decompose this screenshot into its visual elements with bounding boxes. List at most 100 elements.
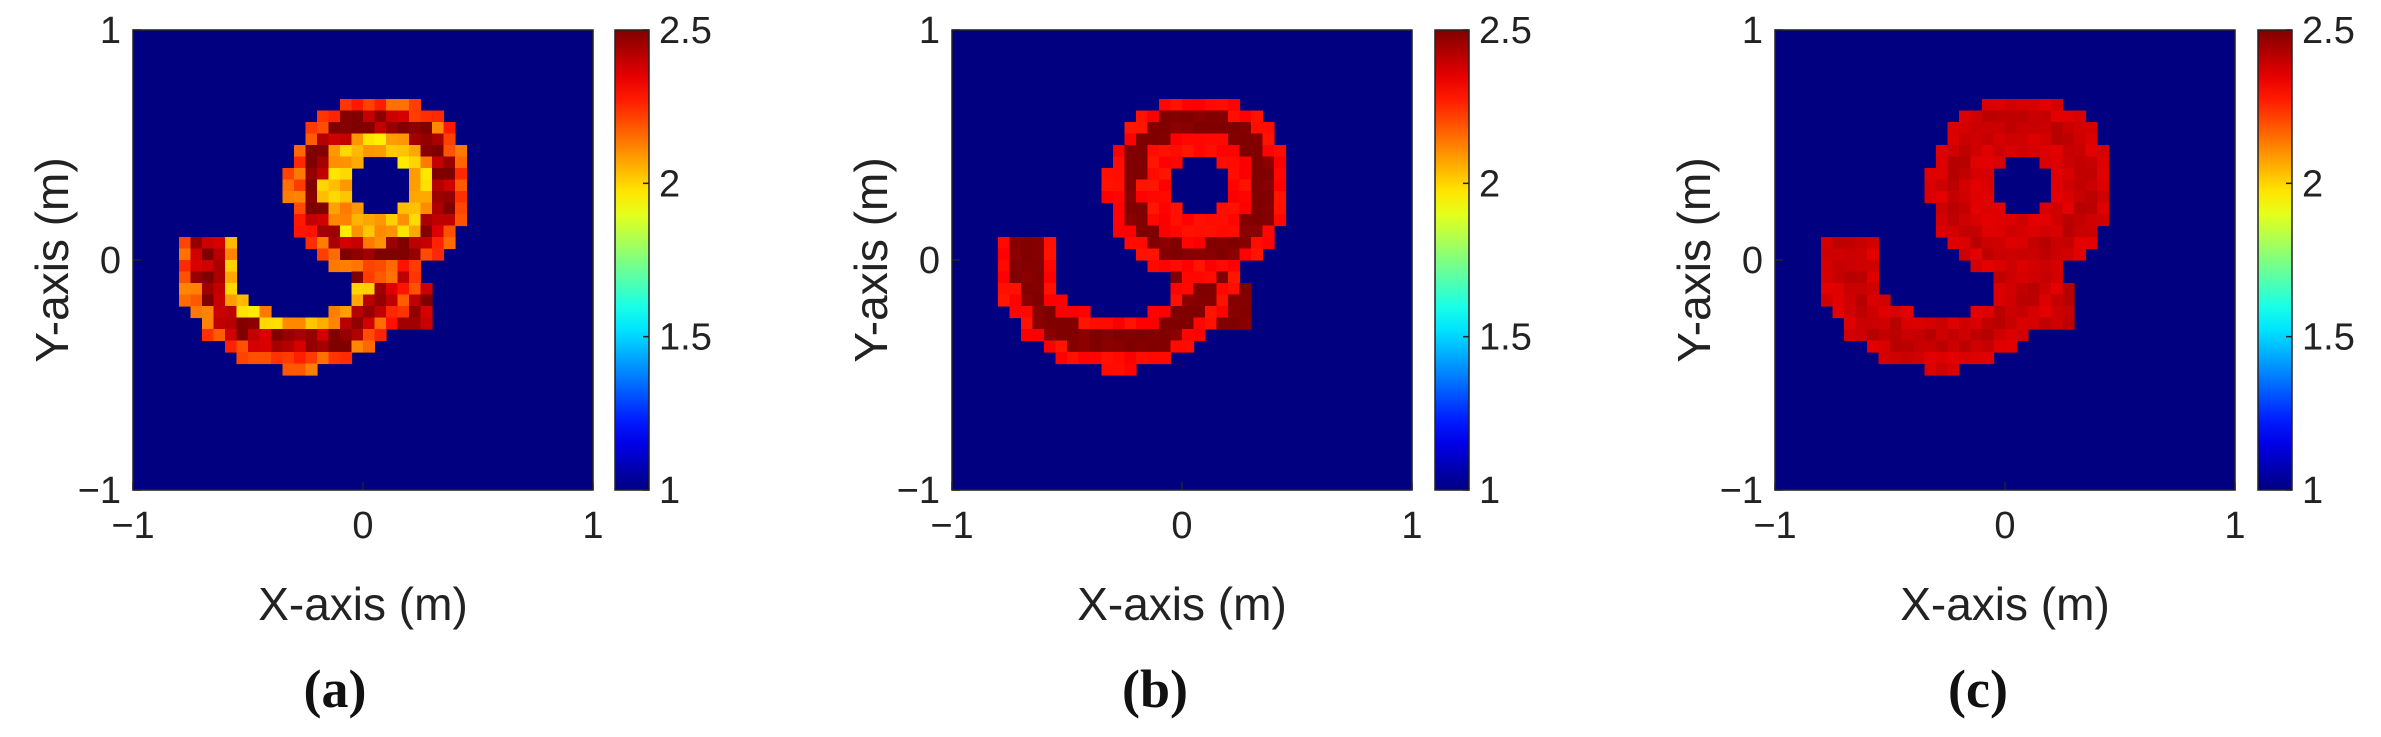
heatmap-cell xyxy=(294,329,307,342)
heatmap-cell xyxy=(386,99,399,112)
heatmap-cell xyxy=(1147,179,1160,192)
heatmap-cell xyxy=(1136,145,1149,158)
heatmap-cell xyxy=(374,317,387,330)
heatmap-cell xyxy=(294,340,307,353)
heatmap-cell xyxy=(1947,329,1960,342)
heatmap-cell xyxy=(1205,214,1218,227)
heatmap-cell xyxy=(386,260,399,273)
heatmap-cell xyxy=(213,283,226,296)
heatmap-cell xyxy=(1936,168,1949,181)
heatmap-cell xyxy=(1878,317,1891,330)
heatmap-cell xyxy=(1032,329,1045,342)
heatmap-cell xyxy=(1147,248,1160,261)
heatmap-cell xyxy=(1182,145,1195,158)
heatmap-cell xyxy=(202,306,215,319)
colorbar-tick-label: 1 xyxy=(2302,470,2323,512)
heatmap-cell xyxy=(1136,214,1149,227)
heatmap-cell xyxy=(2028,294,2041,307)
heatmap-cell xyxy=(1239,306,1252,319)
heatmap-cell xyxy=(1947,168,1960,181)
heatmap-cell xyxy=(409,110,422,123)
heatmap-cell xyxy=(420,214,433,227)
heatmap-cell xyxy=(1193,225,1206,238)
heatmap-cell xyxy=(1982,260,1995,273)
heatmap-cell xyxy=(1982,306,1995,319)
heatmap-cell xyxy=(409,248,422,261)
heatmap-cell xyxy=(1216,306,1229,319)
heatmap-cell xyxy=(1136,317,1149,330)
heatmap-cell xyxy=(1274,202,1287,215)
colorbar-tick-label: 2.5 xyxy=(2302,10,2355,52)
heatmap-cell xyxy=(1124,191,1137,204)
y-axis-label: Y-axis (m) xyxy=(1668,157,1720,362)
heatmap-cell xyxy=(1216,156,1229,169)
heatmap-cell xyxy=(328,329,341,342)
heatmap-cell xyxy=(409,225,422,238)
heatmap-cell xyxy=(374,283,387,296)
heatmap-cell xyxy=(420,191,433,204)
x-tick-label: 1 xyxy=(2224,505,2245,547)
heatmap-cell xyxy=(1159,145,1172,158)
heatmap-cell xyxy=(1159,202,1172,215)
heatmap-cell xyxy=(1228,156,1241,169)
heatmap-cell xyxy=(1147,329,1160,342)
heatmap-cell xyxy=(397,202,410,215)
heatmap-cell xyxy=(1982,191,1995,204)
y-tick-label: 1 xyxy=(919,10,940,52)
heatmap-cell xyxy=(1193,329,1206,342)
heatmap-cell xyxy=(225,306,238,319)
heatmap-cell xyxy=(1947,340,1960,353)
heatmap-cell xyxy=(2005,260,2018,273)
heatmap-cell xyxy=(2062,317,2075,330)
heatmap-cell xyxy=(397,99,410,112)
heatmap-cell xyxy=(1101,191,1114,204)
heatmap-cell xyxy=(1147,122,1160,135)
heatmap-cell xyxy=(374,110,387,123)
heatmap-cell xyxy=(1239,225,1252,238)
heatmap-cell xyxy=(386,145,399,158)
heatmap-cell xyxy=(1936,317,1949,330)
heatmap-cell xyxy=(1147,237,1160,250)
heatmap-cell xyxy=(282,329,295,342)
heatmap-cell xyxy=(1193,145,1206,158)
heatmap-cell xyxy=(386,283,399,296)
heatmap-cell xyxy=(1113,191,1126,204)
heatmap-cell xyxy=(1032,294,1045,307)
heatmap-cell xyxy=(409,122,422,135)
heatmap-cell xyxy=(2028,271,2041,284)
heatmap-cell xyxy=(1193,133,1206,146)
heatmap-cell xyxy=(386,271,399,284)
colorbar-tick-label: 1.5 xyxy=(2302,317,2355,359)
heatmap-cell xyxy=(1055,317,1068,330)
heatmap-cell xyxy=(1855,237,1868,250)
heatmap-cell xyxy=(317,133,330,146)
heatmap-cell xyxy=(1947,202,1960,215)
heatmap-cell xyxy=(202,260,215,273)
heatmap-cell xyxy=(1993,306,2006,319)
heatmap-cell xyxy=(374,248,387,261)
heatmap-cell xyxy=(1982,237,1995,250)
heatmap-cell xyxy=(2005,283,2018,296)
heatmap-cell xyxy=(1009,248,1022,261)
heatmap-cell xyxy=(1021,306,1034,319)
heatmap-cell xyxy=(2016,248,2029,261)
heatmap-cell xyxy=(432,237,445,250)
heatmap-cell xyxy=(1021,283,1034,296)
y-tick-label: 1 xyxy=(1742,10,1763,52)
heatmap-cell xyxy=(2005,329,2018,342)
heatmap-cell xyxy=(1124,156,1137,169)
heatmap-cell xyxy=(351,340,364,353)
heatmap-cell xyxy=(2074,237,2087,250)
heatmap-cell xyxy=(1159,179,1172,192)
heatmap-cell xyxy=(351,214,364,227)
heatmap-cell xyxy=(1124,340,1137,353)
heatmap-cell xyxy=(225,271,238,284)
heatmap-cell xyxy=(1251,156,1264,169)
heatmap-cell xyxy=(2005,237,2018,250)
heatmap-cell xyxy=(1216,248,1229,261)
heatmap-cell xyxy=(1170,283,1183,296)
heatmap-cell xyxy=(1159,237,1172,250)
heatmap-cell xyxy=(1228,260,1241,273)
heatmap-cell xyxy=(2039,260,2052,273)
heatmap-cell xyxy=(409,191,422,204)
